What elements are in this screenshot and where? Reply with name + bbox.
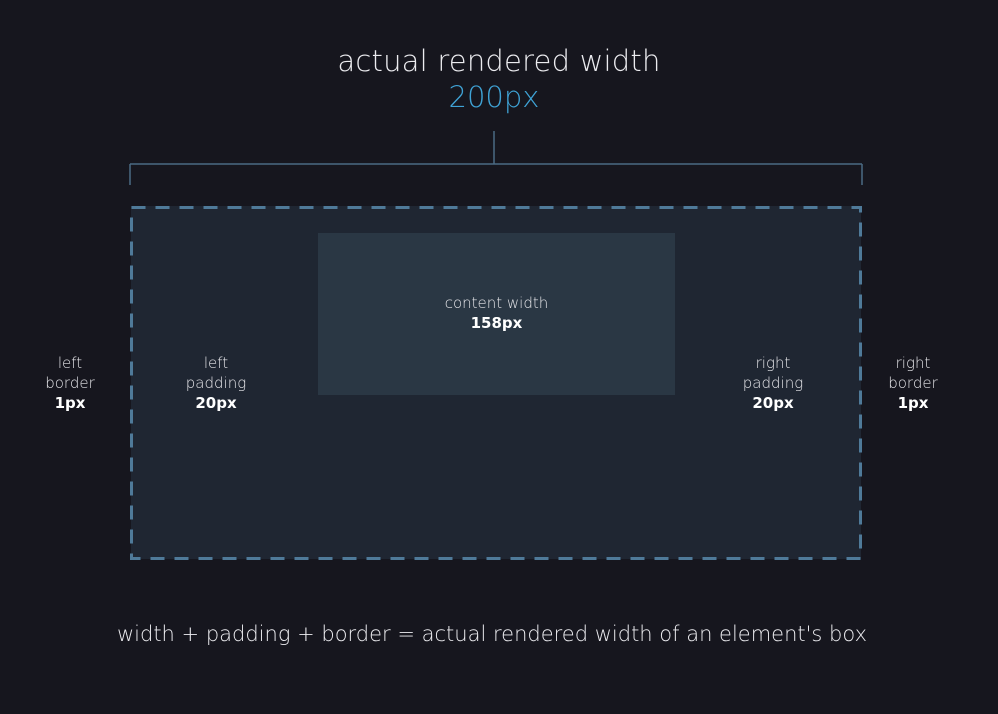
total-width-value: 200px — [448, 80, 540, 114]
left-padding-line2: padding — [185, 374, 247, 392]
right-border-value: 1px — [897, 394, 929, 412]
content-width-text: content width — [444, 294, 549, 312]
content-width-value: 158px — [470, 314, 523, 332]
right-padding-line2: padding — [742, 374, 804, 392]
left-border-line2: border — [45, 374, 95, 392]
width-bracket — [129, 131, 863, 185]
left-padding-value: 20px — [195, 394, 237, 412]
formula-caption: width + padding + border = actual render… — [116, 622, 867, 646]
left-border-value: 1px — [54, 394, 86, 412]
right-border-label: right border 1px — [873, 353, 953, 413]
content-width-label: content width 158px — [318, 293, 675, 333]
diagram-title: actual rendered width — [337, 44, 661, 78]
right-padding-label: right padding 20px — [723, 353, 823, 413]
left-padding-label: left padding 20px — [166, 353, 266, 413]
right-padding-line1: right — [755, 354, 791, 372]
content-area — [318, 233, 675, 395]
left-padding-line1: left — [203, 354, 229, 372]
left-border-line1: left — [57, 354, 83, 372]
right-padding-value: 20px — [752, 394, 794, 412]
right-border-line1: right — [895, 354, 931, 372]
right-border-line2: border — [888, 374, 938, 392]
left-border-label: left border 1px — [30, 353, 110, 413]
